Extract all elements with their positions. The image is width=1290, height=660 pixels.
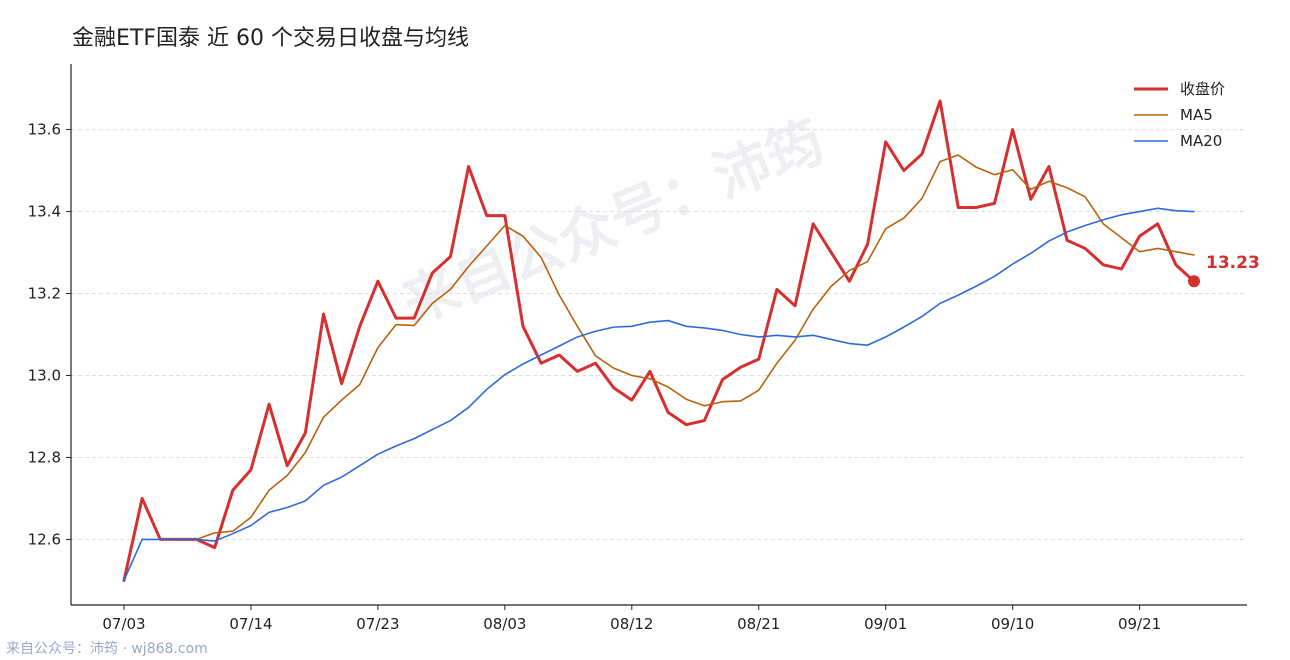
x-tick-label: 08/12 bbox=[610, 615, 653, 633]
y-tick-label: 13.2 bbox=[28, 285, 61, 303]
x-tick-label: 08/03 bbox=[483, 615, 526, 633]
y-tick-label: 12.6 bbox=[28, 530, 61, 548]
x-tick-label: 09/01 bbox=[864, 615, 907, 633]
watermark-text: 来自公众号：沛筠 bbox=[393, 109, 833, 337]
x-tick-label: 07/03 bbox=[102, 615, 145, 633]
legend-label: 收盘价 bbox=[1180, 80, 1225, 98]
legend-entry: 收盘价 bbox=[1134, 80, 1225, 98]
legend-entry: MA20 bbox=[1134, 132, 1222, 150]
chart-title: 金融ETF国泰 近 60 个交易日收盘与均线 bbox=[72, 26, 469, 51]
series-lines bbox=[122, 99, 1196, 582]
y-tick-label: 12.8 bbox=[28, 448, 61, 466]
y-tick-label: 13.6 bbox=[28, 121, 61, 139]
series-line-ma20 bbox=[123, 207, 1195, 582]
x-tick-label: 09/10 bbox=[991, 615, 1034, 633]
x-tick-label: 07/14 bbox=[229, 615, 272, 633]
axes bbox=[70, 64, 1247, 606]
legend-label: MA5 bbox=[1180, 106, 1213, 124]
last-close-point bbox=[1188, 275, 1200, 288]
y-tick-label: 13.4 bbox=[28, 203, 61, 221]
y-tick-label: 13.0 bbox=[28, 366, 61, 384]
legend: 收盘价 MA5 MA20 bbox=[1134, 80, 1225, 150]
axis-ticks: 12.6 12.8 13.0 13.2 13.4 13.6 07/03 07/14 07/23 0… bbox=[28, 121, 1162, 633]
x-tick-label: 08/21 bbox=[737, 615, 780, 633]
x-tick-label: 07/23 bbox=[356, 615, 399, 633]
legend-entry: MA5 bbox=[1134, 106, 1213, 124]
end-markers: 13.23 bbox=[1188, 253, 1260, 288]
grid-lines bbox=[71, 129, 1247, 540]
footer-credit: 来自公众号：沛筠 · wj868.com bbox=[6, 640, 208, 657]
x-tick-label: 09/21 bbox=[1118, 615, 1161, 633]
series-line-ma5 bbox=[195, 154, 1195, 541]
last-close-label: 13.23 bbox=[1206, 253, 1260, 273]
series-line-close bbox=[122, 99, 1196, 582]
legend-label: MA20 bbox=[1180, 132, 1222, 150]
